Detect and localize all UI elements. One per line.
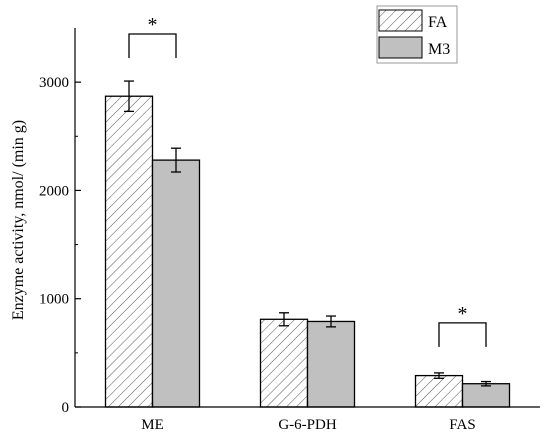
chart-marks: ** [104,14,511,408]
x-axis-categories: ME G-6-PDH FAS [141,401,476,433]
significance-bracket [438,322,487,347]
bar-m3-me [151,159,201,408]
legend-label-fa: FA [428,14,448,31]
significance-bracket [128,33,177,58]
legend-label-m3: M3 [428,41,450,58]
significance-label: * [458,303,468,325]
legend: FA M3 [376,5,458,64]
legend-swatch-fa [378,9,423,32]
bar-m3-g-6-pdh [306,320,356,408]
significance-label: * [148,14,158,36]
bar-fa-fas [414,374,464,408]
bar-fa-me [104,95,154,408]
legend-swatch-m3 [378,36,423,59]
y-tick-label: 3000 [39,75,69,91]
y-axis-title: Enzyme activity, nmol/ (min g) [10,120,27,320]
x-tick-label: G-6-PDH [278,417,336,433]
y-tick-label: 0 [62,400,70,416]
bar-m3-fas [461,383,511,408]
y-tick-label: 1000 [39,292,69,308]
bar-fa-g-6-pdh [259,318,309,408]
y-tick-label: 2000 [39,183,69,199]
x-tick-label: FAS [449,417,475,433]
y-axis-ticks: 0 1000 2000 3000 [39,75,81,416]
x-tick-label: ME [141,417,164,433]
